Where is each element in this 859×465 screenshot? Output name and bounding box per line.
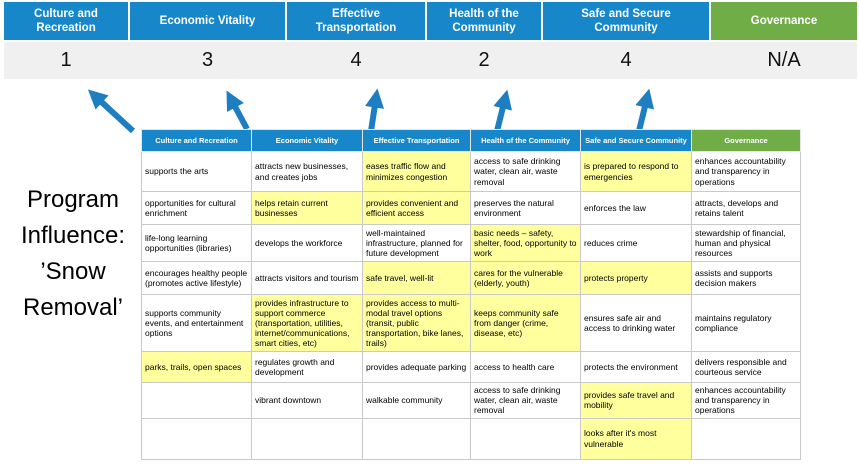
matrix-cell-highlighted: cares for the vulnerable (elderly, youth…	[470, 261, 581, 295]
up-arrow-icon-3	[365, 88, 385, 132]
matrix-cell: provides adequate parking	[362, 351, 471, 383]
matrix-cell: well-maintained infrastructure, planned …	[362, 224, 471, 262]
matrix-cell	[362, 417, 471, 460]
matrix-cell: assists and supports decision makers	[691, 261, 801, 295]
matrix-cell: access to safe drinking water, clean air…	[470, 151, 581, 192]
matrix-cell-highlighted: keeps community safe from danger (crime,…	[470, 294, 581, 352]
matrix-row-8: looks after it's most vulnerable	[141, 417, 801, 460]
matrix-cell: supports community events, and entertain…	[141, 294, 252, 352]
column-header-health-of-the-community: Health of the Community	[470, 129, 581, 152]
score-economic-vitality: 3	[201, 49, 214, 71]
matrix-cell-highlighted: helps retain current businesses	[251, 191, 363, 225]
program-influence-line1: Program Influence:	[20, 186, 126, 249]
matrix-cell: encourages healthy people (promotes acti…	[141, 261, 252, 295]
matrix-cell: access to health care	[470, 351, 581, 383]
matrix-cell: attracts, develops and retains talent	[691, 191, 801, 225]
matrix-cell: stewardship of financial, human and phys…	[691, 224, 801, 262]
matrix-cell	[251, 417, 363, 460]
matrix-cell	[470, 417, 581, 460]
matrix-header-row: Culture and Recreation Economic Vitality E…	[141, 129, 801, 152]
score-health-of-the-community: 2	[478, 49, 490, 71]
matrix-cell: protects the environment	[580, 351, 692, 383]
banner-header-safe-and-secure-community: Safe and Secure Community	[543, 2, 709, 40]
matrix-cell: vibrant downtown	[251, 382, 363, 419]
matrix-cell: ensures safe air and access to drinking …	[580, 294, 692, 352]
column-header-governance: Governance	[691, 129, 801, 152]
matrix-cell-highlighted: provides safe travel and mobility	[580, 382, 692, 419]
column-header-safe-and-secure-community: Safe and Secure Community	[580, 129, 692, 152]
score-effective-transportation: 4	[350, 49, 362, 71]
score-governance: N/A	[767, 49, 801, 71]
matrix-cell: walkable community	[362, 382, 471, 419]
up-arrow-icon-2	[226, 90, 250, 131]
program-influence-line2: ’Snow Removal’	[22, 258, 124, 321]
matrix-row-4: encourages healthy people (promotes acti…	[141, 261, 801, 295]
banner-header-economic-vitality: Economic Vitality	[130, 2, 285, 40]
matrix-cell-highlighted: protects property	[580, 261, 692, 295]
matrix-row-5: supports community events, and entertain…	[141, 294, 801, 352]
matrix-cell: enforces the law	[580, 191, 692, 225]
matrix-row-2: opportunities for cultural enrichment hel…	[141, 191, 801, 225]
matrix-row-3: life-long learning opportunities (librar…	[141, 224, 801, 262]
banner-header-governance: Governance	[711, 2, 857, 40]
matrix-cell-highlighted: looks after it's most vulnerable	[580, 417, 692, 460]
matrix-cell: attracts visitors and tourism	[251, 261, 363, 295]
matrix-cell: enhances accountability and transparency…	[691, 382, 801, 419]
top-banner: Culture and Recreation Economic Vitality E…	[4, 2, 857, 40]
matrix-cell: enhances accountability and transparency…	[691, 151, 801, 192]
matrix-cell: supports the arts	[141, 151, 252, 192]
matrix-cell-highlighted: provides access to multi-modal travel op…	[362, 294, 471, 352]
banner-header-health-of-the-community: Health of the Community	[427, 2, 541, 40]
matrix-cell: develops the workforce	[251, 224, 363, 262]
matrix-cell: regulates growth and development	[251, 351, 363, 383]
matrix-cell-highlighted: provides convenient and efficient access	[362, 191, 471, 225]
banner-header-effective-transportation: Effective Transportation	[287, 2, 425, 40]
matrix-cell: attracts new businesses, and creates job…	[251, 151, 363, 192]
matrix-cell: reduces crime	[580, 224, 692, 262]
matrix-cell: maintains regulatory compliance	[691, 294, 801, 352]
matrix-row-6: parks, trails, open spaces regulates grow…	[141, 351, 801, 383]
matrix-cell-highlighted: provides infrastructure to support comme…	[251, 294, 363, 352]
column-header-effective-transportation: Effective Transportation	[362, 129, 471, 152]
column-header-culture-and-recreation: Culture and Recreation	[141, 129, 252, 152]
column-header-economic-vitality: Economic Vitality	[251, 129, 363, 152]
score-row: 1 3 4 2 4 N/A	[4, 42, 857, 79]
matrix-cell: life-long learning opportunities (librar…	[141, 224, 252, 262]
matrix-cell-highlighted: safe travel, well-lit	[362, 261, 471, 295]
up-arrow-icon-5	[635, 88, 655, 132]
matrix-cell-highlighted: eases traffic flow and minimizes congest…	[362, 151, 471, 192]
matrix-cell: preserves the natural environment	[470, 191, 581, 225]
influence-matrix-table: Culture and Recreation Economic Vitality E…	[141, 129, 801, 460]
matrix-cell: access to safe drinking water, clean air…	[470, 382, 581, 419]
matrix-cell	[141, 382, 252, 419]
matrix-cell-highlighted: parks, trails, open spaces	[141, 351, 252, 383]
matrix-cell: opportunities for cultural enrichment	[141, 191, 252, 225]
program-influence-label: Program Influence: ’Snow Removal’	[6, 182, 140, 326]
score-culture-and-recreation: 1	[60, 49, 72, 71]
matrix-row-7: vibrant downtown walkable community access…	[141, 382, 801, 419]
matrix-cell-highlighted: is prepared to respond to emergencies	[580, 151, 692, 192]
up-arrow-icon-4	[493, 89, 512, 132]
up-arrow-icon-1	[87, 89, 136, 134]
matrix-cell	[691, 417, 801, 460]
matrix-cell	[141, 417, 252, 460]
score-safe-and-secure-community: 4	[620, 49, 632, 71]
matrix-row-1: supports the arts attracts new businesses…	[141, 151, 801, 192]
banner-header-culture-and-recreation: Culture and Recreation	[4, 2, 128, 40]
matrix-cell: delivers responsible and courteous servi…	[691, 351, 801, 383]
matrix-cell-highlighted: basic needs – safety, shelter, food, opp…	[470, 224, 581, 262]
